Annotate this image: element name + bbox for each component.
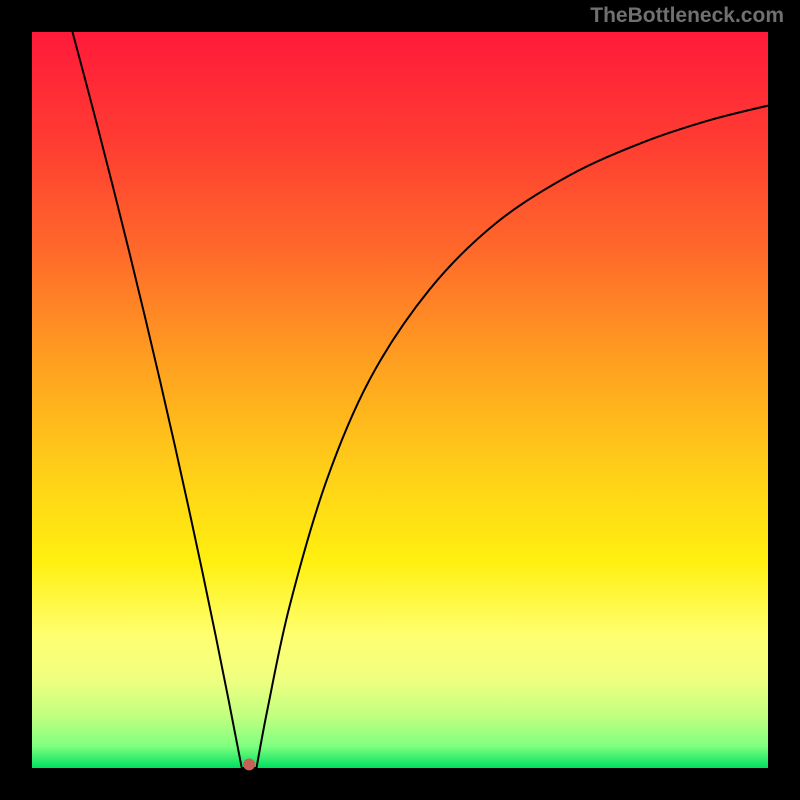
chart-svg	[0, 0, 800, 800]
optimal-point-marker	[243, 758, 255, 770]
bottleneck-chart: TheBottleneck.com	[0, 0, 800, 800]
watermark-text: TheBottleneck.com	[590, 4, 784, 28]
